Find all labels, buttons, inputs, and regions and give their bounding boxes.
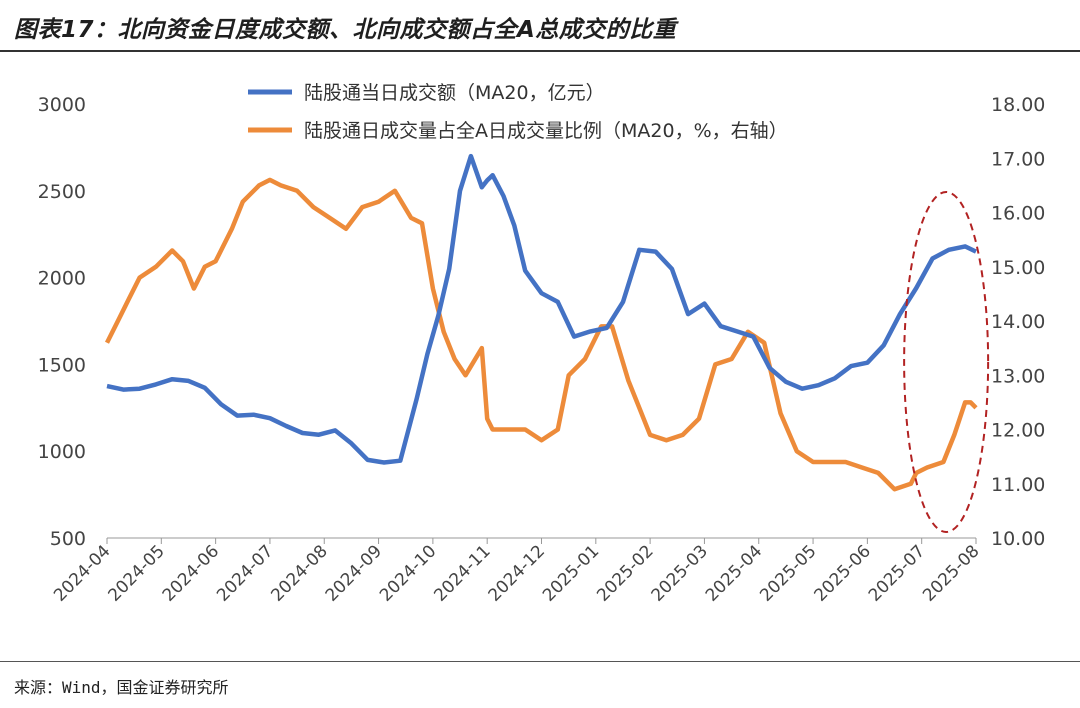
left-tick-label: 3000: [38, 94, 86, 116]
x-tick-label: 2025-01: [539, 541, 603, 605]
source-note: 来源：Wind，国金证券研究所: [14, 678, 229, 697]
legend-label-share: 陆股通日成交量占全A日成交量比例（MA20，%，右轴）: [304, 120, 788, 142]
x-tick-label: 2024-08: [267, 541, 331, 605]
legend-label-turnover: 陆股通当日成交额（MA20，亿元）: [304, 82, 605, 104]
x-tick-label: 2024-09: [322, 541, 386, 605]
x-tick-label: 2024-04: [50, 541, 114, 605]
footer-rule: [0, 661, 1080, 662]
right-tick-label: 13.00: [991, 365, 1045, 387]
x-tick-label: 2025-08: [919, 541, 983, 605]
left-tick-label: 500: [50, 528, 86, 550]
x-tick-label: 2025-06: [811, 541, 875, 605]
x-tick-label: 2024-07: [213, 541, 277, 605]
x-tick-label: 2024-12: [485, 541, 549, 605]
series-line-share: [104, 177, 978, 492]
left-axis: 3000 2500 2000 1500 1000 500: [38, 94, 86, 550]
x-tick-label: 2025-05: [756, 541, 820, 605]
right-tick-label: 18.00: [991, 94, 1045, 116]
right-tick-label: 10.00: [991, 528, 1045, 550]
left-tick-label: 2000: [38, 268, 86, 290]
x-tick-label: 2024-06: [159, 541, 223, 605]
header-rule: [0, 50, 1080, 52]
left-tick-label: 1000: [38, 441, 86, 463]
right-tick-label: 17.00: [991, 148, 1045, 170]
x-tick-label: 2024-11: [430, 541, 494, 605]
right-tick-label: 15.00: [991, 257, 1045, 279]
left-tick-label: 1500: [38, 354, 86, 376]
x-tick-label: 2025-07: [865, 541, 929, 605]
header: 图表17：北向资金日度成交额、北向成交额占全A总成交的比重: [0, 0, 1080, 52]
legend: 陆股通当日成交额（MA20，亿元） 陆股通日成交量占全A日成交量比例（MA20，%…: [248, 82, 788, 142]
right-tick-label: 12.00: [991, 420, 1045, 442]
right-tick-label: 16.00: [991, 203, 1045, 225]
x-tick-label: 2025-03: [648, 541, 712, 605]
right-tick-label: 14.00: [991, 311, 1045, 333]
x-tick-label: 2025-04: [702, 541, 766, 605]
left-tick-label: 2500: [38, 181, 86, 203]
x-tick-label: 2024-05: [104, 541, 168, 605]
x-tick-label: 2024-10: [376, 541, 440, 605]
annotation: [903, 191, 990, 533]
highlight-ellipse: [903, 191, 990, 533]
series-line-turnover: [106, 153, 977, 465]
right-axis: 18.00 17.00 16.00 15.00 14.00 13.00 12.00 11.00…: [991, 94, 1045, 550]
figure-title: 图表17：北向资金日度成交额、北向成交额占全A总成交的比重: [14, 17, 677, 43]
x-axis: 2024-042024-052024-062024-072024-082024-…: [50, 537, 984, 606]
x-tick-label: 2025-02: [593, 541, 657, 605]
series-lines: [104, 153, 978, 492]
right-tick-label: 11.00: [991, 474, 1045, 496]
